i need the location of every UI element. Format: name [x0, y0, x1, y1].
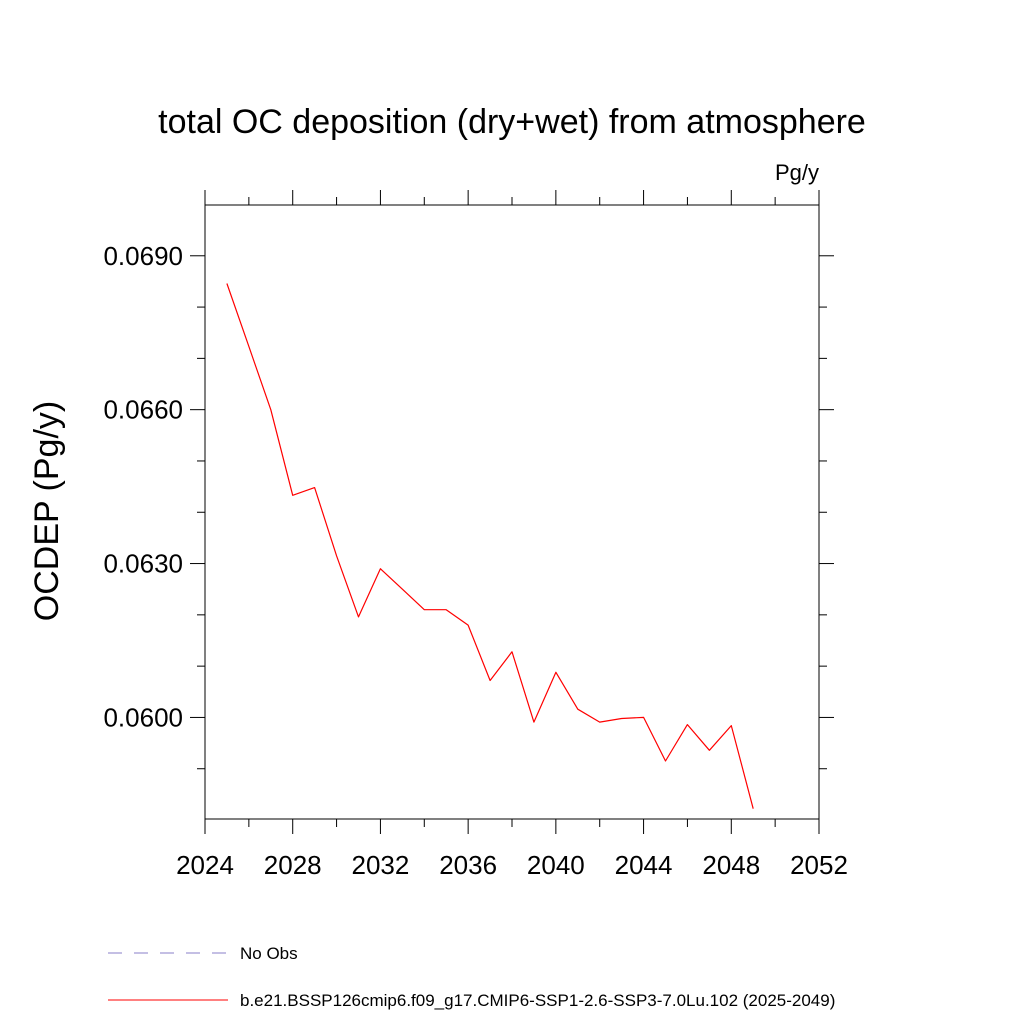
y-axis-ticks — [190, 255, 834, 770]
x-tick-label: 2032 — [352, 850, 410, 880]
y-tick-label: 0.0600 — [103, 702, 183, 732]
chart-title: total OC deposition (dry+wet) from atmos… — [158, 103, 866, 141]
x-tick-label: 2036 — [439, 850, 497, 880]
y-axis-label: OCDEP (Pg/y) — [28, 401, 66, 621]
x-tick-label: 2052 — [790, 850, 848, 880]
y-axis-tick-labels: 0.0600 0.0630 0.0660 0.0690 — [103, 241, 183, 733]
x-tick-label: 2028 — [264, 850, 322, 880]
legend-label-no-obs: No Obs — [240, 944, 298, 963]
legend-label-model-run: b.e21.BSSP126cmip6.f09_g17.CMIP6-SSP1-2.… — [240, 991, 835, 1010]
y-tick-label: 0.0630 — [103, 549, 183, 579]
plot-frame — [204, 204, 820, 820]
x-tick-label: 2044 — [615, 850, 673, 880]
series-line — [226, 283, 754, 809]
x-axis-tick-labels: 2024 2028 2032 2036 2040 2044 2048 2052 — [176, 850, 848, 880]
x-tick-label: 2048 — [702, 850, 760, 880]
x-tick-label: 2040 — [527, 850, 585, 880]
x-axis-ticks — [204, 190, 820, 834]
y-tick-label: 0.0690 — [103, 241, 183, 271]
x-tick-label: 2024 — [176, 850, 234, 880]
units-label: Pg/y — [775, 160, 819, 185]
y-tick-label: 0.0660 — [103, 395, 183, 425]
series-layer — [226, 283, 754, 809]
legend: No Obs b.e21.BSSP126cmip6.f09_g17.CMIP6-… — [108, 944, 835, 1010]
